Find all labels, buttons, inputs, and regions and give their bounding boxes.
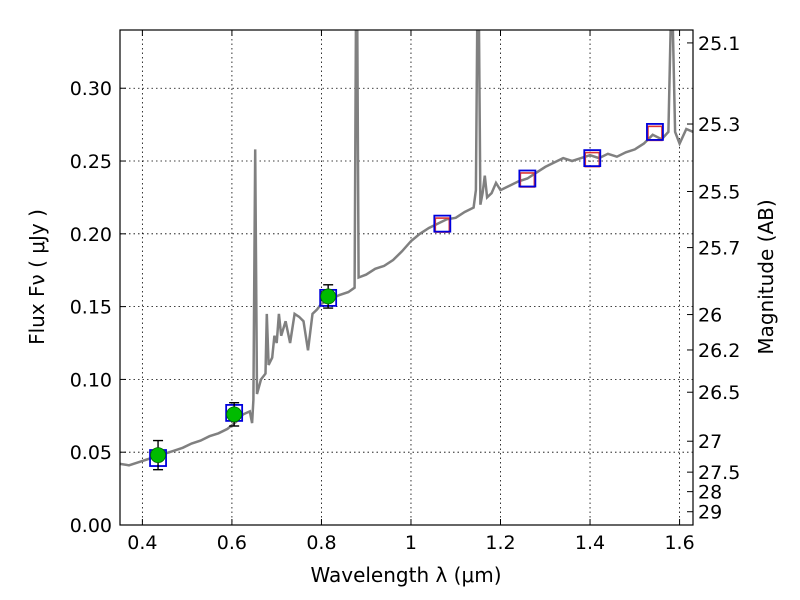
green-circle-marker (320, 288, 337, 305)
blue-square-marker (518, 169, 537, 188)
x-tick-label: 1.4 (575, 532, 605, 554)
right-axis-tick-label: 25.3 (698, 114, 740, 136)
y-tick-label: 0.00 (70, 515, 112, 537)
x-tick-label: 0.4 (127, 532, 157, 554)
marker-layer (149, 123, 664, 471)
green-circle-marker (226, 406, 243, 423)
right-axis-tick-label: 25.5 (698, 181, 740, 203)
y-tick-label: 0.20 (70, 224, 112, 246)
blue-square-marker (646, 123, 664, 141)
x-tick-label: 0.6 (217, 532, 247, 554)
right-axis-tick-label: 26.2 (698, 340, 740, 362)
x-tick-label: 1.2 (485, 532, 515, 554)
right-axis-tick-label: 27 (698, 431, 722, 453)
y-axis-label: Flux Fν ( μJy ) (25, 209, 49, 345)
spectrum-line (120, 30, 693, 467)
right-axis-tick-label: 28 (698, 482, 722, 504)
right-axis-tick-label: 25.7 (698, 238, 740, 260)
tick-layer: 0.4 0.6 0.8 1 1.2 1.4 1.6 0.00 0.05 0.10 0.15 0.20 0… (70, 30, 740, 554)
right-axis-tick-label: 29 (698, 502, 722, 524)
right-axis-tick-label: 26 (698, 305, 722, 327)
y-tick-label: 0.05 (70, 442, 112, 464)
y-tick-label: 0.30 (70, 78, 112, 100)
spectrum-layer (120, 30, 693, 467)
right-axis-tick-label: 25.1 (698, 33, 740, 55)
right-axis-tick-label: 26.5 (698, 382, 740, 404)
x-tick-label: 1.6 (664, 532, 694, 554)
blue-square-marker (433, 214, 452, 233)
x-tick-label: 0.8 (306, 532, 336, 554)
y-tick-label: 0.10 (70, 369, 112, 391)
y-tick-label: 0.25 (70, 151, 112, 173)
green-circle-marker (150, 447, 166, 464)
y-tick-label: 0.15 (70, 297, 112, 319)
right-axis-tick-label: 27.5 (698, 462, 740, 484)
y-axis-right-label: Magnitude (AB) (754, 199, 778, 354)
grid-layer (120, 30, 693, 526)
x-axis-label: Wavelength λ (μm) (310, 563, 501, 587)
blue-square-marker (583, 149, 602, 168)
plot-frame (119, 29, 694, 526)
x-tick-label: 1 (405, 532, 417, 554)
